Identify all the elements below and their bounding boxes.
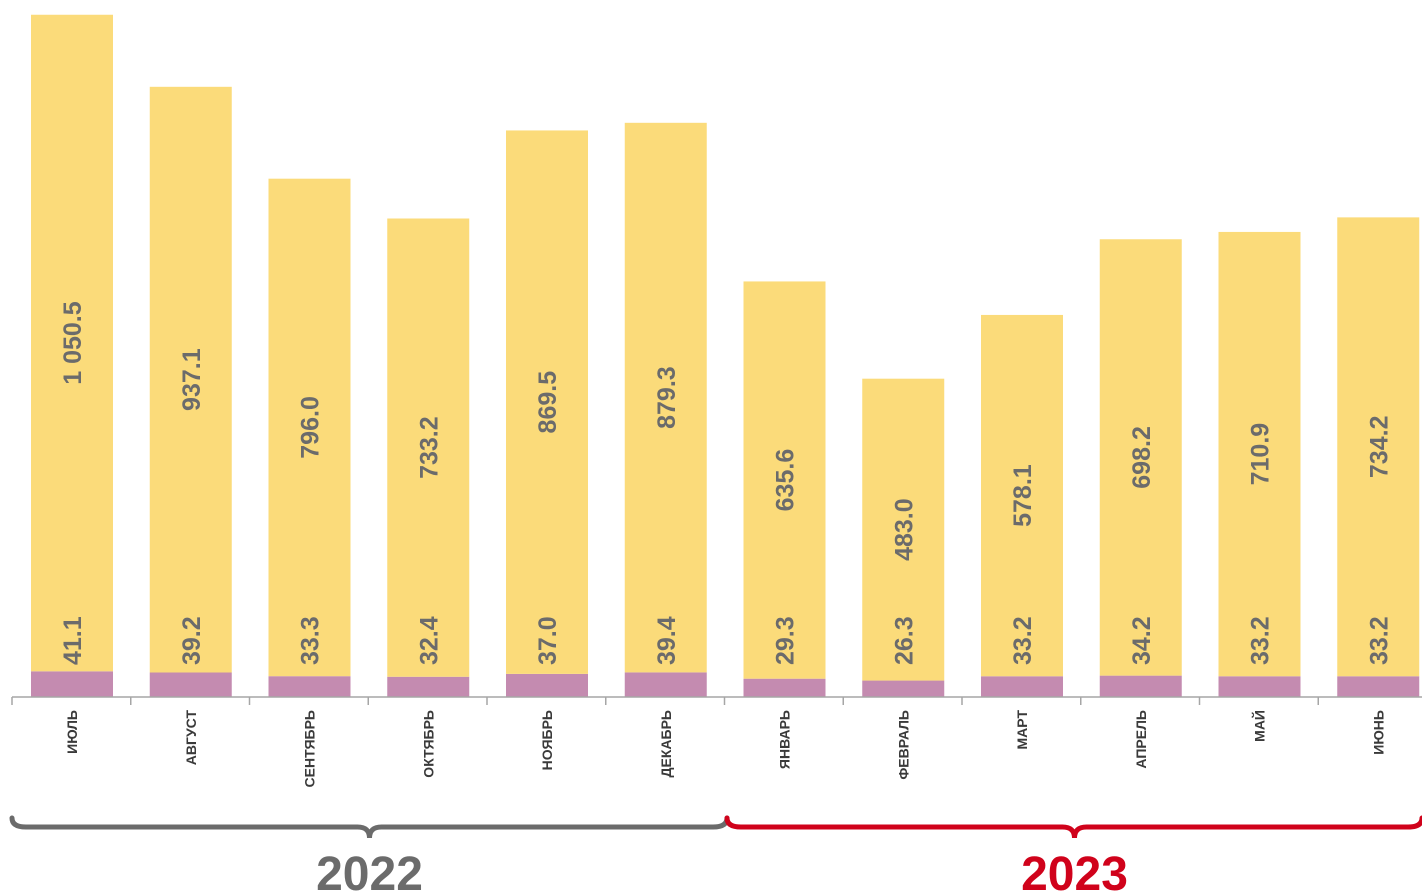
bar-сентябрь-s1	[268, 178, 351, 677]
data-label: 879.3	[653, 366, 681, 429]
year-brace-2023	[724, 815, 1422, 839]
data-label: 1 050.5	[59, 301, 87, 385]
x-tick-label: ДЕКАБРЬ	[658, 710, 674, 777]
data-label: 33.2	[1365, 616, 1393, 665]
bar-май-s1	[1218, 231, 1301, 677]
bar-апрель-s1	[1099, 239, 1182, 676]
data-label: 26.3	[890, 616, 918, 665]
data-label: 32.4	[415, 616, 443, 665]
data-label: 733.2	[415, 416, 443, 479]
data-label: 869.5	[534, 371, 562, 434]
bar-октябрь-s1	[387, 218, 470, 677]
labels-layer: 41.1 1 050.5 ИЮЛЬ 39.2 937.1 АВГУСТ 33.3 796.0 С…	[59, 301, 1393, 787]
bar-март-s0	[981, 676, 1063, 697]
x-tick-label: ЯНВАРЬ	[777, 710, 793, 769]
x-tick-label: ФЕВРАЛЬ	[895, 710, 911, 780]
data-label: 937.1	[178, 348, 206, 411]
year-label-2023: 2023	[1021, 848, 1128, 893]
bar-ноябрь-s1	[506, 130, 588, 674]
bar-июнь-s1	[1337, 217, 1420, 677]
x-tick-label: НОЯБРЬ	[539, 710, 555, 770]
bar-март-s1	[981, 314, 1063, 677]
x-tick-label: СЕНТЯБРЬ	[302, 710, 318, 787]
x-tick-label: АПРЕЛЬ	[1133, 710, 1149, 769]
x-tick-label: ОКТЯБРЬ	[420, 710, 436, 778]
data-label: 635.6	[772, 449, 800, 512]
data-label: 734.2	[1365, 416, 1393, 479]
bar-январь-s0	[743, 678, 826, 697]
year-label-2022: 2022	[316, 848, 423, 893]
bar-октябрь-s0	[387, 676, 470, 697]
x-tick-label: ИЮНЬ	[1370, 710, 1386, 755]
data-label: 483.0	[890, 498, 918, 561]
bar-сентябрь-s0	[268, 676, 351, 697]
bar-февраль-s0	[862, 680, 945, 697]
bar-май-s0	[1218, 676, 1301, 697]
x-tick-label: АВГУСТ	[183, 710, 199, 766]
bars-layer	[31, 14, 1420, 697]
data-label: 37.0	[534, 616, 562, 665]
x-axis	[11, 696, 1422, 705]
data-label: 34.2	[1128, 616, 1156, 665]
bar-август-s1	[149, 86, 232, 673]
x-tick-label: МАЙ	[1251, 710, 1268, 742]
bar-декабрь-s0	[624, 672, 707, 697]
bar-февраль-s1	[862, 378, 945, 681]
data-label: 710.9	[1247, 423, 1275, 486]
data-label: 578.1	[1009, 464, 1037, 527]
x-tick-label: МАРТ	[1014, 710, 1030, 750]
year-brace-2022	[9, 815, 730, 839]
bar-июль-s1	[31, 14, 113, 672]
data-label: 698.2	[1128, 426, 1156, 489]
data-label: 33.2	[1247, 616, 1275, 665]
data-label: 29.3	[772, 616, 800, 665]
data-label: 33.2	[1009, 616, 1037, 665]
data-label: 796.0	[297, 396, 325, 459]
data-label: 39.4	[653, 616, 681, 665]
bar-январь-s1	[743, 281, 826, 679]
data-label: 33.3	[297, 616, 325, 665]
bar-ноябрь-s0	[506, 673, 588, 697]
data-label: 41.1	[59, 616, 87, 665]
data-label: 39.2	[178, 616, 206, 665]
bar-август-s0	[149, 672, 232, 697]
bar-декабрь-s1	[624, 122, 707, 673]
x-tick-label: ИЮЛЬ	[64, 710, 80, 754]
bar-июнь-s0	[1337, 676, 1420, 697]
year-groups: 2022 2023	[9, 815, 1422, 893]
bar-июль-s0	[31, 671, 113, 697]
bar-апрель-s0	[1099, 675, 1182, 697]
